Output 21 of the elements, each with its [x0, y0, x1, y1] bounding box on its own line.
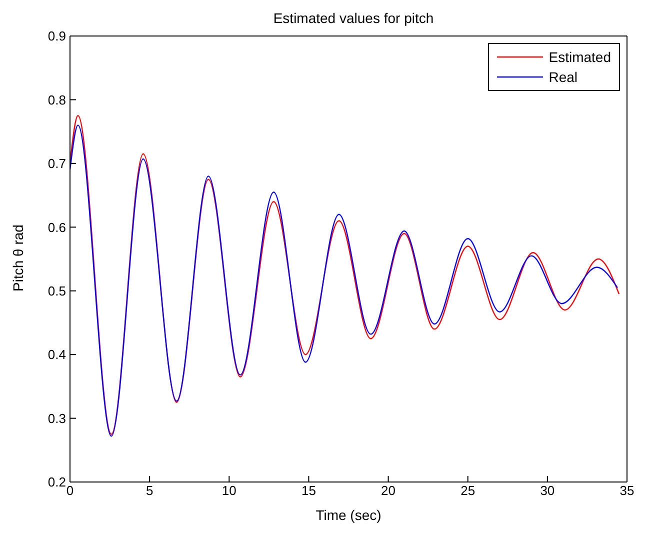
x-tick-label: 15: [301, 483, 316, 498]
legend-label: Estimated: [548, 48, 611, 67]
x-tick-label: 30: [540, 483, 555, 498]
x-tick-label: 5: [146, 483, 154, 498]
y-tick-label: 0.8: [48, 92, 66, 108]
x-tick-label: 35: [620, 483, 634, 498]
legend-label: Real: [548, 68, 578, 87]
y-tick-label: 0.5: [48, 283, 66, 298]
x-tick-label: 25: [460, 483, 476, 498]
y-tick-label: 0.9: [48, 28, 66, 44]
x-axis-title: Time (sec): [316, 507, 382, 523]
y-tick-label: 0.6: [48, 220, 66, 235]
y-tick-label: 0.4: [48, 347, 66, 362]
x-tick-label: 20: [381, 483, 396, 498]
y-tick-label: 0.3: [48, 410, 66, 426]
y-axis-title: Pitch θ rad: [10, 224, 26, 292]
y-tick-label: 0.2: [48, 474, 66, 490]
x-tick-label: 10: [222, 483, 236, 498]
x-tick-label: 0: [66, 483, 74, 498]
chart-title: Estimated values for pitch: [272, 10, 435, 26]
y-tick-label: 0.7: [48, 156, 66, 172]
